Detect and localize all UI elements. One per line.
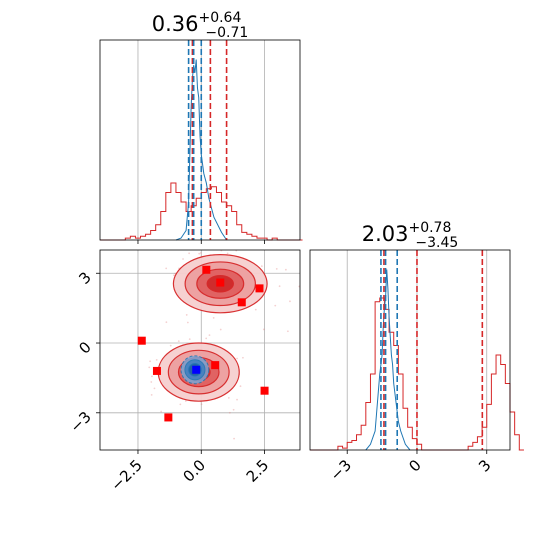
- histogram-red-param-1: [310, 297, 524, 451]
- bl-frame: [99, 249, 301, 451]
- x-tick-label-param-0: 2.5: [243, 456, 273, 486]
- br-background: [310, 250, 510, 450]
- sample-point: [278, 285, 281, 288]
- sample-point: [173, 274, 175, 277]
- marker-red: [216, 278, 225, 287]
- sample-point: [254, 308, 257, 311]
- sample-point: [150, 393, 153, 396]
- sample-point: [200, 403, 203, 406]
- br-frame: [309, 249, 511, 451]
- marker-red: [152, 366, 161, 375]
- sample-point: [275, 267, 278, 270]
- marker-red: [260, 386, 269, 395]
- sample-point: [236, 357, 238, 360]
- marker-red: [255, 284, 264, 293]
- marker-red: [164, 413, 173, 422]
- tl-frame: [99, 39, 301, 241]
- sample-point: [239, 240, 241, 242]
- sample-point: [227, 396, 230, 399]
- sample-point: [289, 300, 291, 303]
- sample-point: [153, 387, 156, 390]
- sample-point: [244, 248, 246, 250]
- histogram-param-0: [99, 39, 303, 244]
- sample-point: [151, 375, 153, 378]
- y-tick-label-param-1: 3: [75, 268, 94, 287]
- sample-point: [232, 408, 235, 411]
- sample-point: [228, 411, 231, 414]
- sample-point: [186, 321, 189, 324]
- 2d-density-panel: [96, 240, 301, 454]
- sample-point: [260, 265, 263, 268]
- x-tick-label-param-0: −2.5: [107, 456, 145, 494]
- sample-point: [149, 360, 152, 363]
- sample-point: [233, 437, 235, 440]
- sample-point: [286, 330, 289, 333]
- title-0-main: 0.36: [152, 12, 199, 36]
- marker-blue: [192, 365, 201, 374]
- sample-point: [212, 316, 215, 319]
- sample-point: [188, 338, 191, 341]
- sample-point: [242, 356, 244, 359]
- title-param-1: 2.03+0.78 −3.45: [362, 220, 459, 251]
- density-content: [137, 240, 300, 440]
- y-tick-label-param-1: −3: [66, 408, 94, 436]
- sample-point: [155, 358, 158, 361]
- marker-red: [211, 361, 220, 370]
- sample-point: [236, 398, 238, 401]
- sample-point: [200, 252, 202, 254]
- sample-point: [182, 258, 184, 260]
- sample-point: [262, 328, 265, 331]
- sample-point: [239, 385, 242, 388]
- sample-point: [179, 403, 182, 406]
- sample-point: [177, 340, 180, 343]
- sample-point: [165, 267, 168, 270]
- sample-point: [185, 314, 188, 316]
- sample-point: [205, 337, 208, 340]
- sample-point: [226, 252, 229, 255]
- sample-point: [150, 381, 153, 383]
- sample-point: [274, 304, 277, 307]
- sample-point: [160, 410, 163, 413]
- marker-red: [137, 336, 146, 345]
- histogram-param-1: [309, 249, 524, 454]
- sample-point: [165, 321, 168, 324]
- x-tick-label-param-1: 3: [475, 456, 494, 475]
- marker-red: [202, 265, 211, 274]
- title-param-0: 0.36+0.64 −0.71: [152, 10, 249, 41]
- title-1-main: 2.03: [362, 222, 409, 246]
- sample-point: [198, 252, 201, 255]
- sample-point: [148, 366, 151, 369]
- title-0-sup: +0.64: [198, 10, 241, 26]
- sample-point: [284, 268, 287, 271]
- sample-point: [208, 334, 211, 336]
- title-1-sub: −3.45: [415, 235, 458, 251]
- sample-point: [219, 328, 222, 331]
- title-1-sup: +0.78: [408, 220, 451, 236]
- y-tick-label-param-1: 0: [75, 338, 94, 357]
- x-tick-label-param-1: 0: [405, 456, 424, 475]
- x-tick-label-param-0: 0.0: [179, 456, 209, 486]
- x-tick-label-param-1: −3: [327, 456, 355, 484]
- title-0-sub: −0.71: [205, 25, 248, 41]
- sample-point: [184, 400, 187, 402]
- sample-point: [188, 252, 191, 255]
- marker-red: [237, 298, 246, 307]
- sample-point: [169, 344, 172, 347]
- sample-point: [182, 241, 184, 243]
